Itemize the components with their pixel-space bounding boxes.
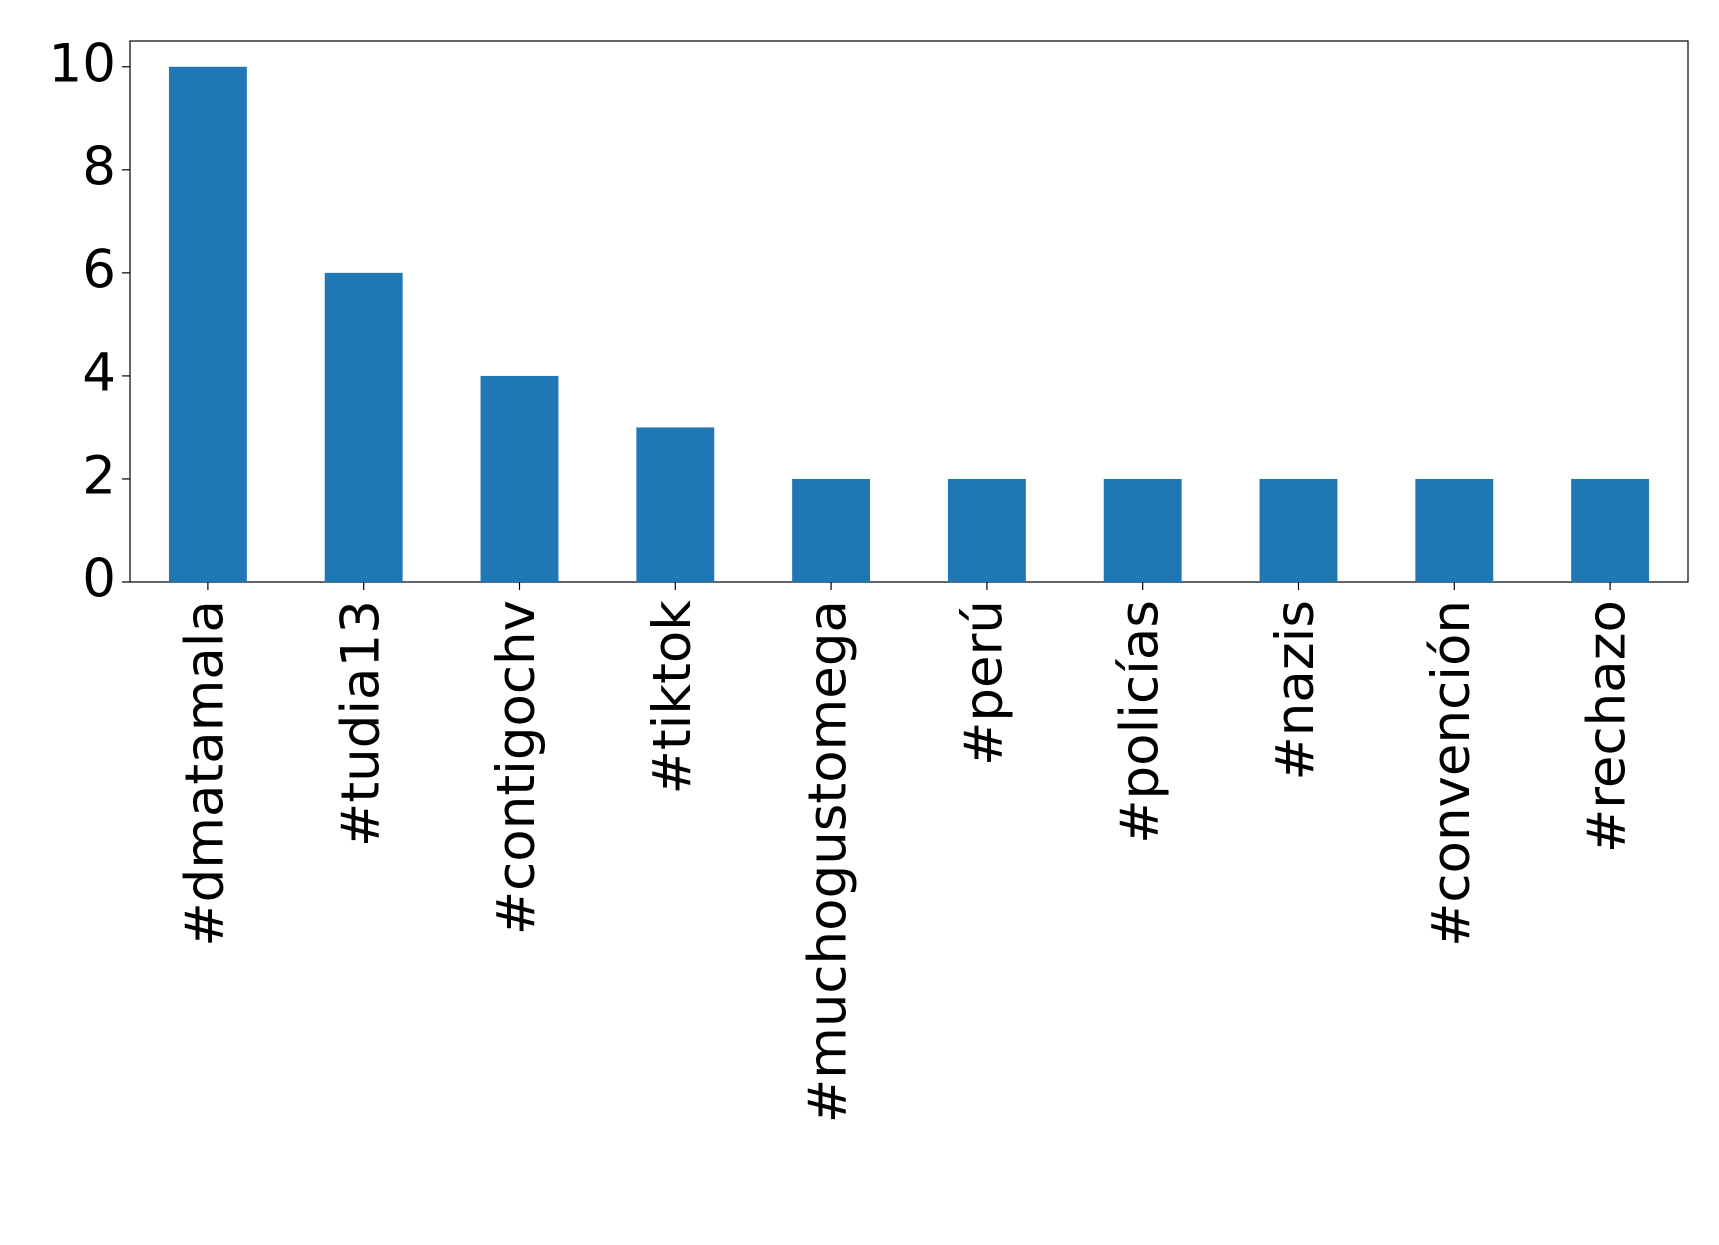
bar	[947, 478, 1026, 582]
bar	[1103, 478, 1182, 582]
x-tick-label: #convención	[1421, 600, 1482, 947]
x-tick-label: #muchogustomega	[798, 600, 859, 1123]
bar	[1259, 478, 1338, 582]
y-tick-label: 6	[82, 239, 116, 300]
y-tick-label: 0	[82, 549, 116, 610]
x-tick-label: #nazis	[1265, 600, 1326, 781]
bar	[792, 478, 871, 582]
bar	[480, 375, 559, 582]
y-tick-label: 8	[82, 136, 116, 197]
bar	[1571, 478, 1650, 582]
plot-frame	[129, 40, 1689, 583]
bar	[636, 427, 715, 582]
x-tick-label: #dmatamala	[175, 600, 236, 947]
x-tick-label: #perú	[954, 600, 1015, 766]
x-tick-label: #tudia13	[330, 600, 391, 847]
bar	[1415, 478, 1494, 582]
x-tick-label: #tiktok	[642, 600, 703, 795]
y-tick-label: 10	[49, 33, 116, 94]
x-tick-label: #policías	[1109, 600, 1170, 844]
x-tick-label: #rechazo	[1577, 600, 1638, 853]
y-tick-label: 2	[82, 446, 116, 507]
y-tick-label: 4	[82, 343, 116, 404]
x-tick-label: #contigochv	[486, 600, 547, 935]
bar	[168, 66, 247, 582]
bar	[324, 272, 403, 582]
